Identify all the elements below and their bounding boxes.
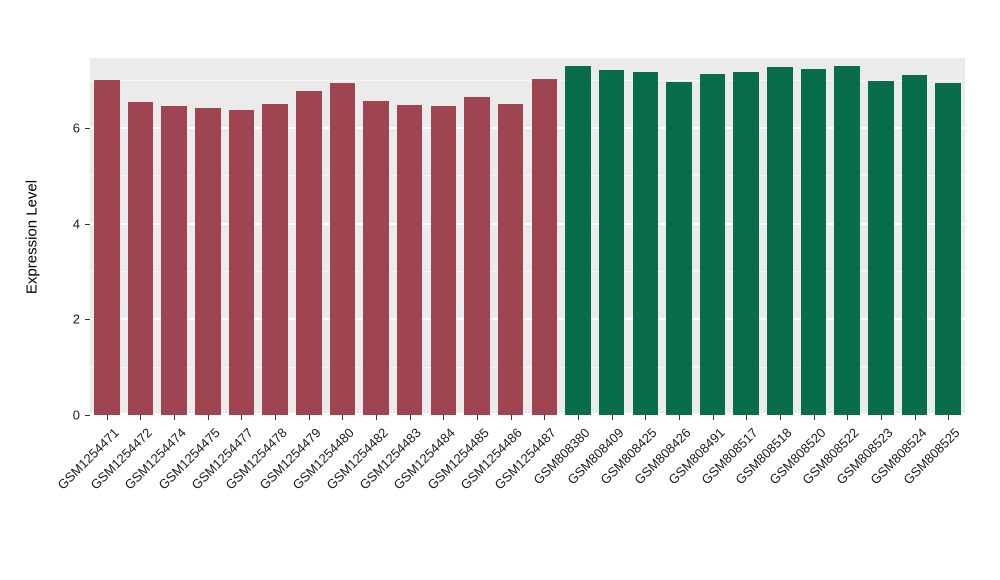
- gridline-major: [90, 413, 965, 415]
- y-tick-mark: [85, 415, 90, 416]
- x-tick-mark: [477, 415, 479, 420]
- gridline-major: [90, 222, 965, 225]
- bar-GSM1254485: [464, 96, 490, 415]
- bar-GSM808523: [868, 80, 894, 415]
- y-axis-title: Expression Level: [23, 179, 41, 294]
- x-tick-mark: [813, 415, 815, 420]
- x-tick-mark: [847, 415, 849, 420]
- x-tick-mark: [948, 415, 950, 420]
- bar-GSM1254474: [161, 106, 187, 415]
- bar-GSM808517: [733, 71, 760, 415]
- bar-GSM808380: [565, 65, 591, 415]
- y-tick-label: 6: [72, 120, 80, 136]
- bar-GSM1254484: [430, 106, 457, 415]
- x-tick-mark: [678, 415, 680, 420]
- bar-GSM1254477: [228, 110, 255, 415]
- x-tick-mark: [376, 415, 378, 420]
- x-tick-mark: [712, 415, 714, 420]
- x-tick-mark: [443, 415, 445, 420]
- bar-GSM808425: [632, 71, 659, 415]
- bar-GSM1254478: [262, 103, 288, 415]
- bar-GSM808525: [935, 83, 961, 415]
- bar-GSM1254475: [195, 107, 221, 415]
- y-tick-label: 2: [72, 311, 80, 327]
- x-tick-mark: [645, 415, 647, 420]
- bar-GSM1254479: [295, 90, 322, 415]
- bar-GSM808491: [699, 74, 726, 415]
- bar-GSM1254486: [497, 103, 524, 415]
- plot-panel: [90, 58, 965, 415]
- x-tick-mark: [275, 415, 277, 420]
- bar-GSM1254483: [396, 104, 423, 415]
- x-tick-mark: [207, 415, 209, 420]
- y-tick-mark: [85, 127, 90, 129]
- bar-GSM1254471: [94, 80, 120, 415]
- x-tick-mark: [241, 415, 243, 420]
- y-tick-mark: [85, 223, 90, 225]
- bar-GSM808518: [767, 67, 793, 415]
- x-tick-mark: [914, 415, 916, 420]
- bar-GSM1254472: [127, 101, 154, 415]
- gridline-minor: [90, 79, 965, 81]
- x-tick-mark: [174, 415, 176, 420]
- x-tick-mark: [577, 415, 579, 420]
- x-tick-mark: [140, 415, 142, 420]
- x-tick-mark: [746, 415, 748, 420]
- bar-GSM1254487: [531, 78, 558, 415]
- gridline-major: [90, 318, 965, 321]
- bar-GSM808524: [901, 75, 928, 415]
- x-tick-mark: [106, 415, 108, 420]
- bar-GSM1254482: [363, 100, 389, 415]
- gridline-minor: [90, 270, 965, 272]
- bar-GSM808409: [598, 70, 625, 415]
- gridline-major: [90, 126, 965, 129]
- gridline-minor: [90, 366, 965, 368]
- x-tick-mark: [544, 415, 546, 420]
- gridline-minor: [90, 175, 965, 177]
- x-tick-mark: [308, 415, 310, 420]
- x-tick-mark: [342, 415, 344, 420]
- x-tick-mark: [880, 415, 882, 420]
- x-tick-mark: [779, 415, 781, 420]
- x-tick-mark: [409, 415, 411, 420]
- y-tick-mark: [85, 319, 90, 321]
- bar-GSM808520: [800, 69, 827, 415]
- bar-GSM808522: [834, 65, 860, 415]
- y-tick-label: 0: [72, 407, 80, 423]
- y-tick-label: 4: [72, 216, 80, 232]
- bar-GSM1254480: [329, 83, 356, 415]
- x-tick-mark: [510, 415, 512, 420]
- x-tick-mark: [611, 415, 613, 420]
- bar-GSM808426: [666, 82, 692, 415]
